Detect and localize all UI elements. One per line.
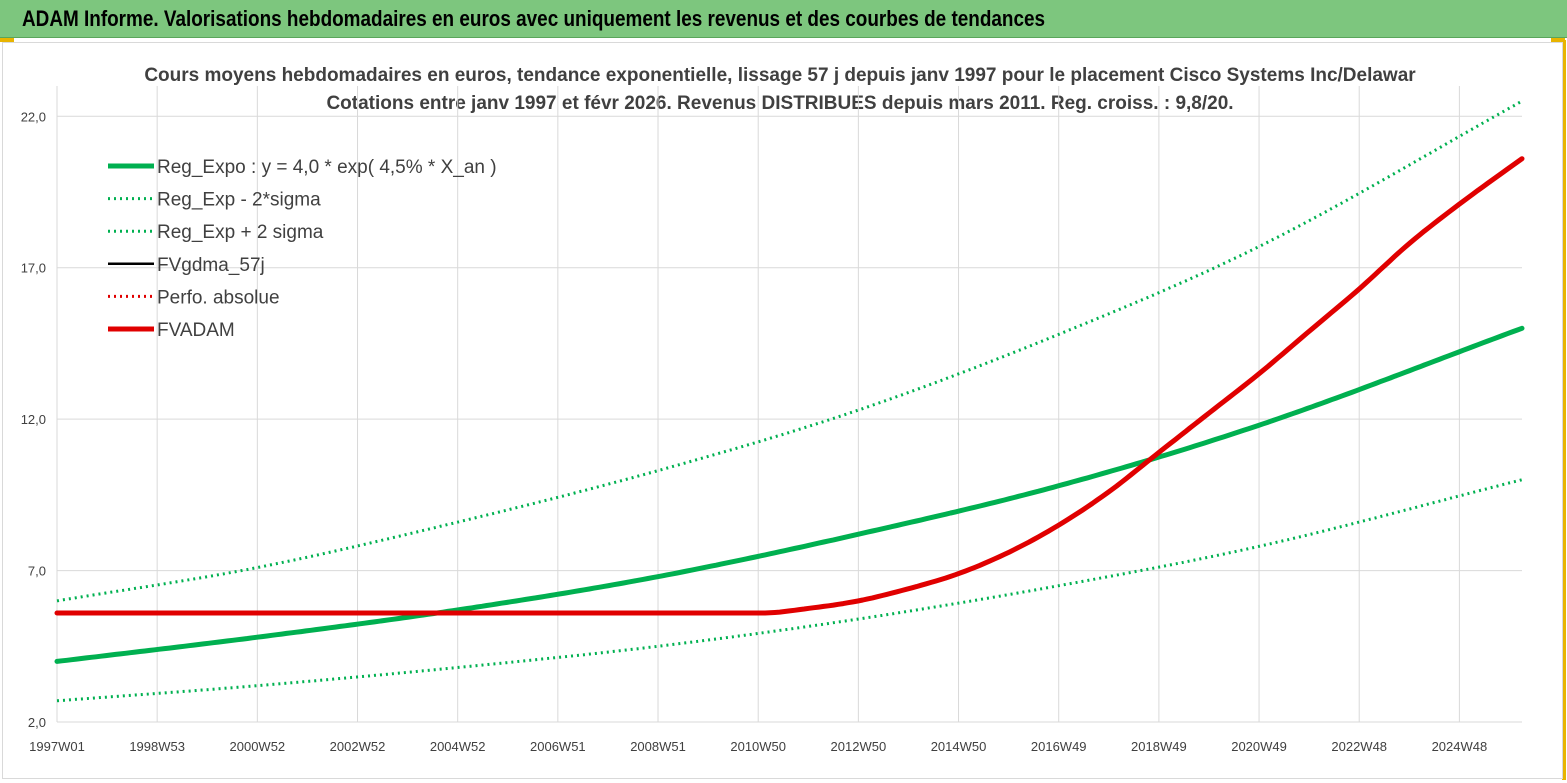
series-line <box>57 157 1523 615</box>
legend-label: Reg_Expo : y = 4,0 * exp( 4,5% * X_an ) <box>157 157 497 178</box>
x-tick-label: 2022W48 <box>1331 739 1387 754</box>
corner-mark-top-right <box>1551 38 1565 42</box>
y-tick-label: 12,0 <box>21 412 46 427</box>
x-axis: 1997W01 1998W53 2000W52 2002W52 2004W52 2006W… <box>29 739 1487 754</box>
x-tick-label: 2004W52 <box>430 739 486 754</box>
chart-frame <box>2 42 1563 779</box>
report-title: ADAM Informe. Valorisations hebdomadaire… <box>22 6 1046 31</box>
legend-label: Perfo. absolue <box>157 287 280 308</box>
corner-mark-top-left <box>0 38 14 42</box>
x-tick-label: 2008W51 <box>630 739 686 754</box>
series-line <box>56 99 1523 603</box>
y-tick-label: 2,0 <box>28 715 46 730</box>
y-tick-label: 17,0 <box>21 261 46 276</box>
x-tick-label: 2014W50 <box>931 739 987 754</box>
legend: Reg_Expo : y = 4,0 * exp( 4,5% * X_an ) R… <box>108 157 497 341</box>
chart-subtitle: Cotations entre janv 1997 et févr 2026. … <box>326 93 1233 114</box>
legend-label: FVgdma_57j <box>157 255 265 276</box>
x-tick-label: 2016W49 <box>1031 739 1087 754</box>
legend-label: FVADAM <box>157 320 235 341</box>
legend-label: Reg_Exp - 2*sigma <box>157 190 321 211</box>
y-tick-label: 22,0 <box>21 109 46 124</box>
grid <box>56 86 1522 723</box>
series-line <box>56 478 1523 703</box>
x-tick-label: 1998W53 <box>129 739 185 754</box>
corner-mark-right <box>1562 40 1566 780</box>
x-tick-label: 2012W50 <box>831 739 887 754</box>
chart-title: Cours moyens hebdomadaires en euros, ten… <box>144 65 1416 86</box>
legend-label: Reg_Exp + 2 sigma <box>157 222 324 243</box>
x-tick-label: 2018W49 <box>1131 739 1187 754</box>
x-tick-label: 2020W49 <box>1231 739 1287 754</box>
x-tick-label: 2024W48 <box>1432 739 1488 754</box>
report-banner: ADAM Informe. Valorisations hebdomadaire… <box>0 0 1567 38</box>
x-tick-label: 2000W52 <box>230 739 286 754</box>
x-tick-label: 2006W51 <box>530 739 586 754</box>
series-lines <box>54 99 1525 703</box>
y-axis: 2,0 7,0 12,0 17,0 22,0 <box>21 109 46 730</box>
x-tick-label: 1997W01 <box>29 739 85 754</box>
series-line <box>54 325 1525 664</box>
y-tick-label: 7,0 <box>28 564 46 579</box>
x-tick-label: 2010W50 <box>730 739 786 754</box>
x-tick-label: 2002W52 <box>330 739 386 754</box>
